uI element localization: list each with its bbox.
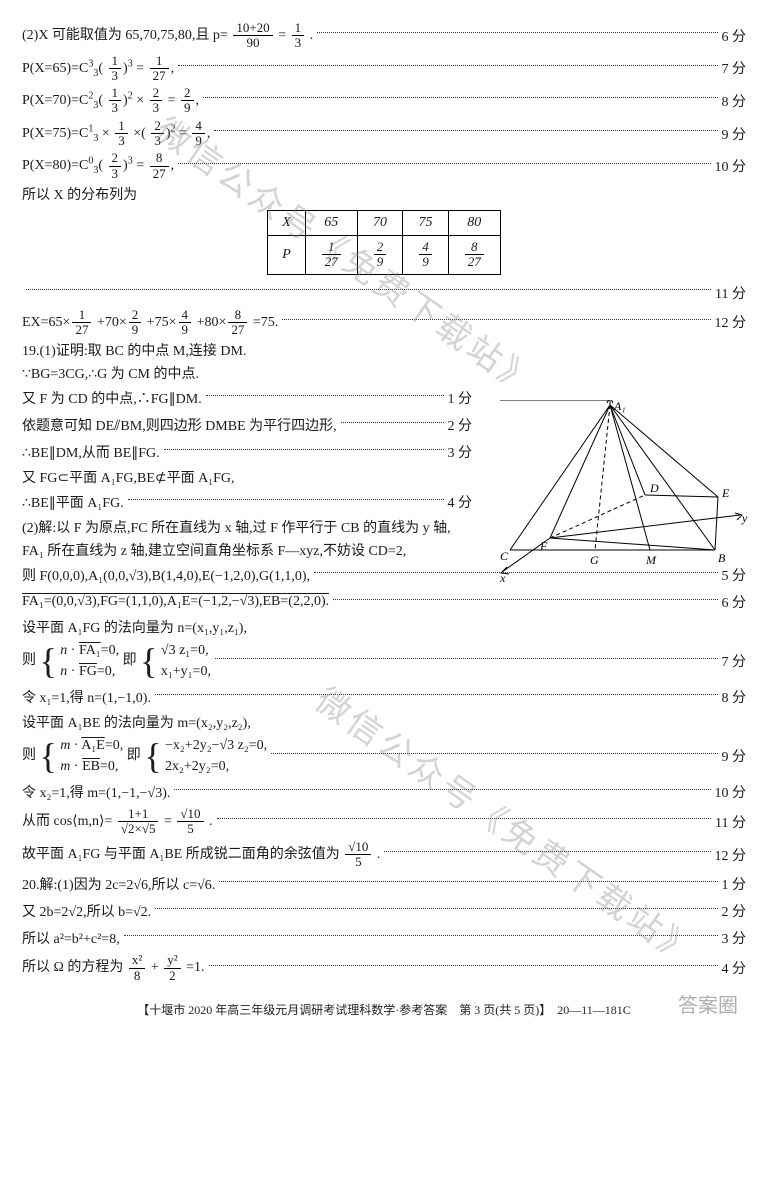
q19b-l10: 令 x₂=1,得 m=(1,−1,−√3).10 分 (22, 780, 746, 804)
line-ex: EX=65×127 +70×29 +75×49 +80×827 =75. 12 … (22, 308, 746, 338)
svg-text:M: M (645, 553, 657, 567)
q20-l2: 又 2b=2√2,所以 b=√2.2 分 (22, 899, 746, 923)
line-p-intro: (2)X 可能取值为 65,70,75,80,且 p= 10+2090 = 13… (22, 21, 746, 51)
distribution-table: X65707580 P 127 29 49 827 (267, 210, 501, 275)
line-p65: P(X=65)=C33( 13)3 = 127, 7 分 (22, 54, 746, 84)
svg-text:B: B (718, 551, 726, 565)
q20-l1: 20.解:(1)因为 2c=2√6,所以 c=√6.1 分 (22, 872, 746, 896)
svg-text:C: C (500, 549, 509, 563)
q19-l3: 又 F 为 CD 的中点,∴FG∥DM.1 分 (22, 386, 472, 410)
q19b-l12: 故平面 A₁FG 与平面 A₁BE 所成锐二面角的余弦值为 √105 . 12 … (22, 840, 746, 870)
line-p80: P(X=80)=C03( 23)3 = 827, 10 分 (22, 151, 746, 181)
q19b-l7: 令 x₁=1,得 n=(1,−1,0).8 分 (22, 685, 746, 709)
geometry-figure: A₁ C B F G M D E z y x (500, 400, 750, 585)
page-footer: 【十堰市 2020 年高三年级元月调研考试理科数学·参考答案 第 3 页(共 5… (22, 1001, 746, 1018)
svg-text:G: G (590, 553, 599, 567)
q19b-l9: 则 { m · A₁E=0,m · EB=0, 即 { −x₂+2y₂−√3 z… (22, 735, 746, 777)
q19-l2: ∵BG=3CG,∴G 为 CM 的中点. (22, 363, 746, 383)
q20-l3: 所以 a²=b²+c²=8,3 分 (22, 926, 746, 950)
dist-intro: 所以 X 的分布列为 (22, 184, 746, 204)
svg-text:y: y (741, 511, 748, 525)
svg-text:A₁: A₁ (613, 400, 626, 413)
svg-text:E: E (721, 486, 730, 500)
q19-l1: 19.(1)证明:取 BC 的中点 M,连接 DM. (22, 340, 746, 360)
q19b-l4: FA₁=(0,0,√3),FG=(1,1,0),A₁E=(−1,2,−√3),E… (22, 590, 746, 614)
q19-l4: 依题意可知 DE⫽BM,则四边形 DMBE 为平行四边形,2 分 (22, 413, 472, 437)
q19b-l8: 设平面 A₁BE 的法向量为 m=(x₂,y₂,z₂), (22, 712, 746, 732)
svg-text:x: x (500, 571, 506, 585)
q19b-l6: 则 { n · FA₁=0,n · FG=0, 即 { √3 z₁=0,x₁+y… (22, 640, 746, 682)
stamp: 答案圈 (678, 989, 738, 1018)
q19-l7: ∴BE∥平面 A₁FG.4 分 (22, 490, 472, 514)
q19b-l5: 设平面 A₁FG 的法向量为 n=(x₁,y₁,z₁), (22, 617, 746, 637)
line-after-table: 11 分 (22, 281, 746, 305)
q19-l5: ∴BE∥DM,从而 BE∥FG.3 分 (22, 440, 472, 464)
svg-text:z: z (613, 400, 619, 401)
line-p70: P(X=70)=C23( 13)2 × 23 = 29, 8 分 (22, 86, 746, 116)
q20-l4: 所以 Ω 的方程为 x²8 + y²2 =1. 4 分 (22, 953, 746, 983)
svg-text:F: F (539, 539, 548, 553)
q19b-l11: 从而 cos⟨m,n⟩= 1+1√2×√5 = √105 . 11 分 (22, 807, 746, 837)
svg-text:D: D (649, 481, 659, 495)
line-p75: P(X=75)=C13 × 13 ×( 23)2 = 49, 9 分 (22, 119, 746, 149)
